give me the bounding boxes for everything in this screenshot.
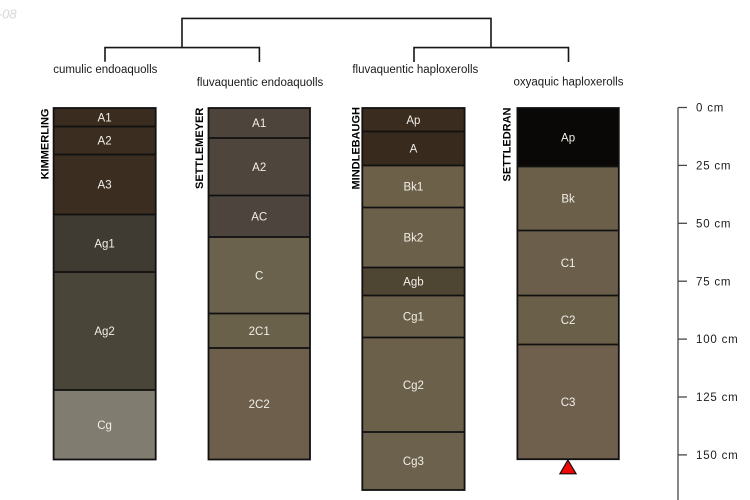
svg-text:SETTLEMEYER: SETTLEMEYER <box>194 108 206 189</box>
svg-text:cumulic endoaquolls: cumulic endoaquolls <box>53 64 157 76</box>
svg-text:Ag1: Ag1 <box>94 238 114 250</box>
svg-text:Cg3: Cg3 <box>403 456 424 468</box>
svg-text:2C1: 2C1 <box>249 326 270 338</box>
svg-text:Cg1: Cg1 <box>403 312 424 324</box>
svg-text:50 cm: 50 cm <box>696 218 731 230</box>
svg-text:Ap: Ap <box>561 132 575 144</box>
svg-text:150 cm: 150 cm <box>696 450 739 462</box>
svg-text:A3: A3 <box>98 180 112 192</box>
svg-text:oxyaquic haploxerolls: oxyaquic haploxerolls <box>514 77 624 89</box>
svg-text:Cg: Cg <box>97 420 112 432</box>
svg-text:Cg2: Cg2 <box>403 380 424 392</box>
svg-text:C1: C1 <box>561 258 576 270</box>
svg-text:A: A <box>410 144 418 156</box>
svg-text:Bk1: Bk1 <box>403 182 423 194</box>
svg-text:-08: -08 <box>0 7 17 22</box>
svg-text:fluvaquentic endoaquolls: fluvaquentic endoaquolls <box>197 77 324 89</box>
svg-text:75 cm: 75 cm <box>696 276 731 288</box>
svg-text:C: C <box>255 270 263 282</box>
svg-text:AC: AC <box>251 211 267 223</box>
svg-text:KIMMERLING: KIMMERLING <box>40 109 52 180</box>
svg-text:C3: C3 <box>561 397 576 409</box>
svg-text:2C2: 2C2 <box>249 399 270 411</box>
svg-text:100 cm: 100 cm <box>696 334 739 346</box>
svg-text:0 cm: 0 cm <box>696 103 724 115</box>
svg-text:Bk: Bk <box>561 194 575 206</box>
svg-text:SETTLEDRAN: SETTLEDRAN <box>502 107 514 181</box>
svg-text:A1: A1 <box>98 112 112 124</box>
svg-text:Ag2: Ag2 <box>94 326 114 338</box>
svg-text:C2: C2 <box>561 315 576 327</box>
svg-text:A2: A2 <box>252 162 266 174</box>
svg-text:25 cm: 25 cm <box>696 161 731 173</box>
svg-text:MINDLEBAUGH: MINDLEBAUGH <box>351 107 363 190</box>
svg-text:Agb: Agb <box>403 277 423 289</box>
svg-text:A1: A1 <box>252 118 266 130</box>
svg-text:Ap: Ap <box>406 115 420 127</box>
svg-text:Bk2: Bk2 <box>403 233 423 245</box>
svg-text:125 cm: 125 cm <box>696 392 739 404</box>
svg-text:A2: A2 <box>98 136 112 148</box>
svg-text:fluvaquentic haploxerolls: fluvaquentic haploxerolls <box>352 64 478 76</box>
